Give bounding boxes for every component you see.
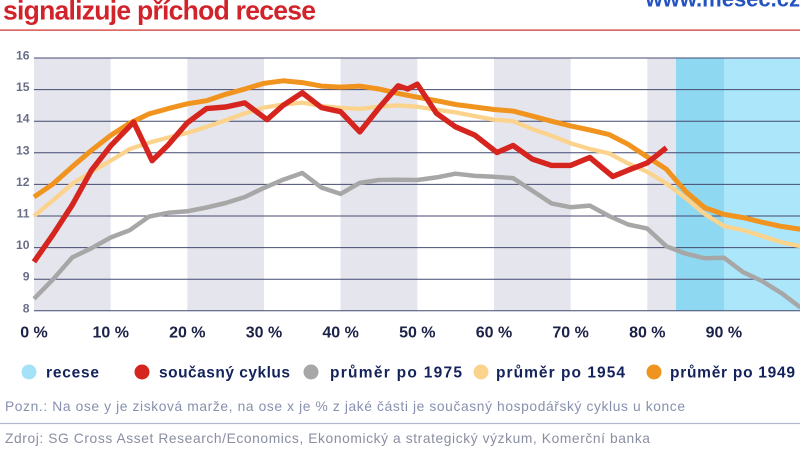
svg-text:průměr po 1954: průměr po 1954 <box>496 365 625 382</box>
svg-text:Pozn.: Na ose y je zisková mar: Pozn.: Na ose y je zisková marže, na ose… <box>5 399 685 414</box>
svg-text:30 %: 30 % <box>246 325 282 342</box>
svg-text:90 %: 90 % <box>706 325 742 342</box>
svg-text:recese: recese <box>46 365 99 382</box>
svg-text:12: 12 <box>16 175 30 189</box>
svg-text:15: 15 <box>16 80 30 94</box>
svg-text:60 %: 60 % <box>476 325 512 342</box>
svg-text:70 %: 70 % <box>552 325 588 342</box>
svg-text:www.mesec.cz: www.mesec.cz <box>645 0 800 11</box>
svg-text:14: 14 <box>16 112 30 126</box>
svg-text:průměr po 1949: průměr po 1949 <box>670 365 795 382</box>
svg-text:10: 10 <box>16 238 30 252</box>
svg-text:0 %: 0 % <box>20 325 48 342</box>
svg-text:průměr po 1975: průměr po 1975 <box>330 365 462 382</box>
svg-text:současný cyklus: současný cyklus <box>159 365 290 382</box>
svg-text:13: 13 <box>16 143 30 157</box>
svg-text:11: 11 <box>17 207 30 221</box>
svg-text:signalizuje příchod recese: signalizuje příchod recese <box>3 0 316 26</box>
svg-text:16: 16 <box>16 49 30 63</box>
svg-text:10 %: 10 % <box>92 325 128 342</box>
svg-text:80 %: 80 % <box>629 325 665 342</box>
svg-text:20 %: 20 % <box>169 325 205 342</box>
svg-text:9: 9 <box>23 270 30 284</box>
svg-text:50 %: 50 % <box>399 325 435 342</box>
svg-text:8: 8 <box>23 301 30 315</box>
svg-text:40 %: 40 % <box>322 325 358 342</box>
svg-text:Zdroj: SG Cross Asset Research: Zdroj: SG Cross Asset Research/Economics… <box>5 431 650 446</box>
